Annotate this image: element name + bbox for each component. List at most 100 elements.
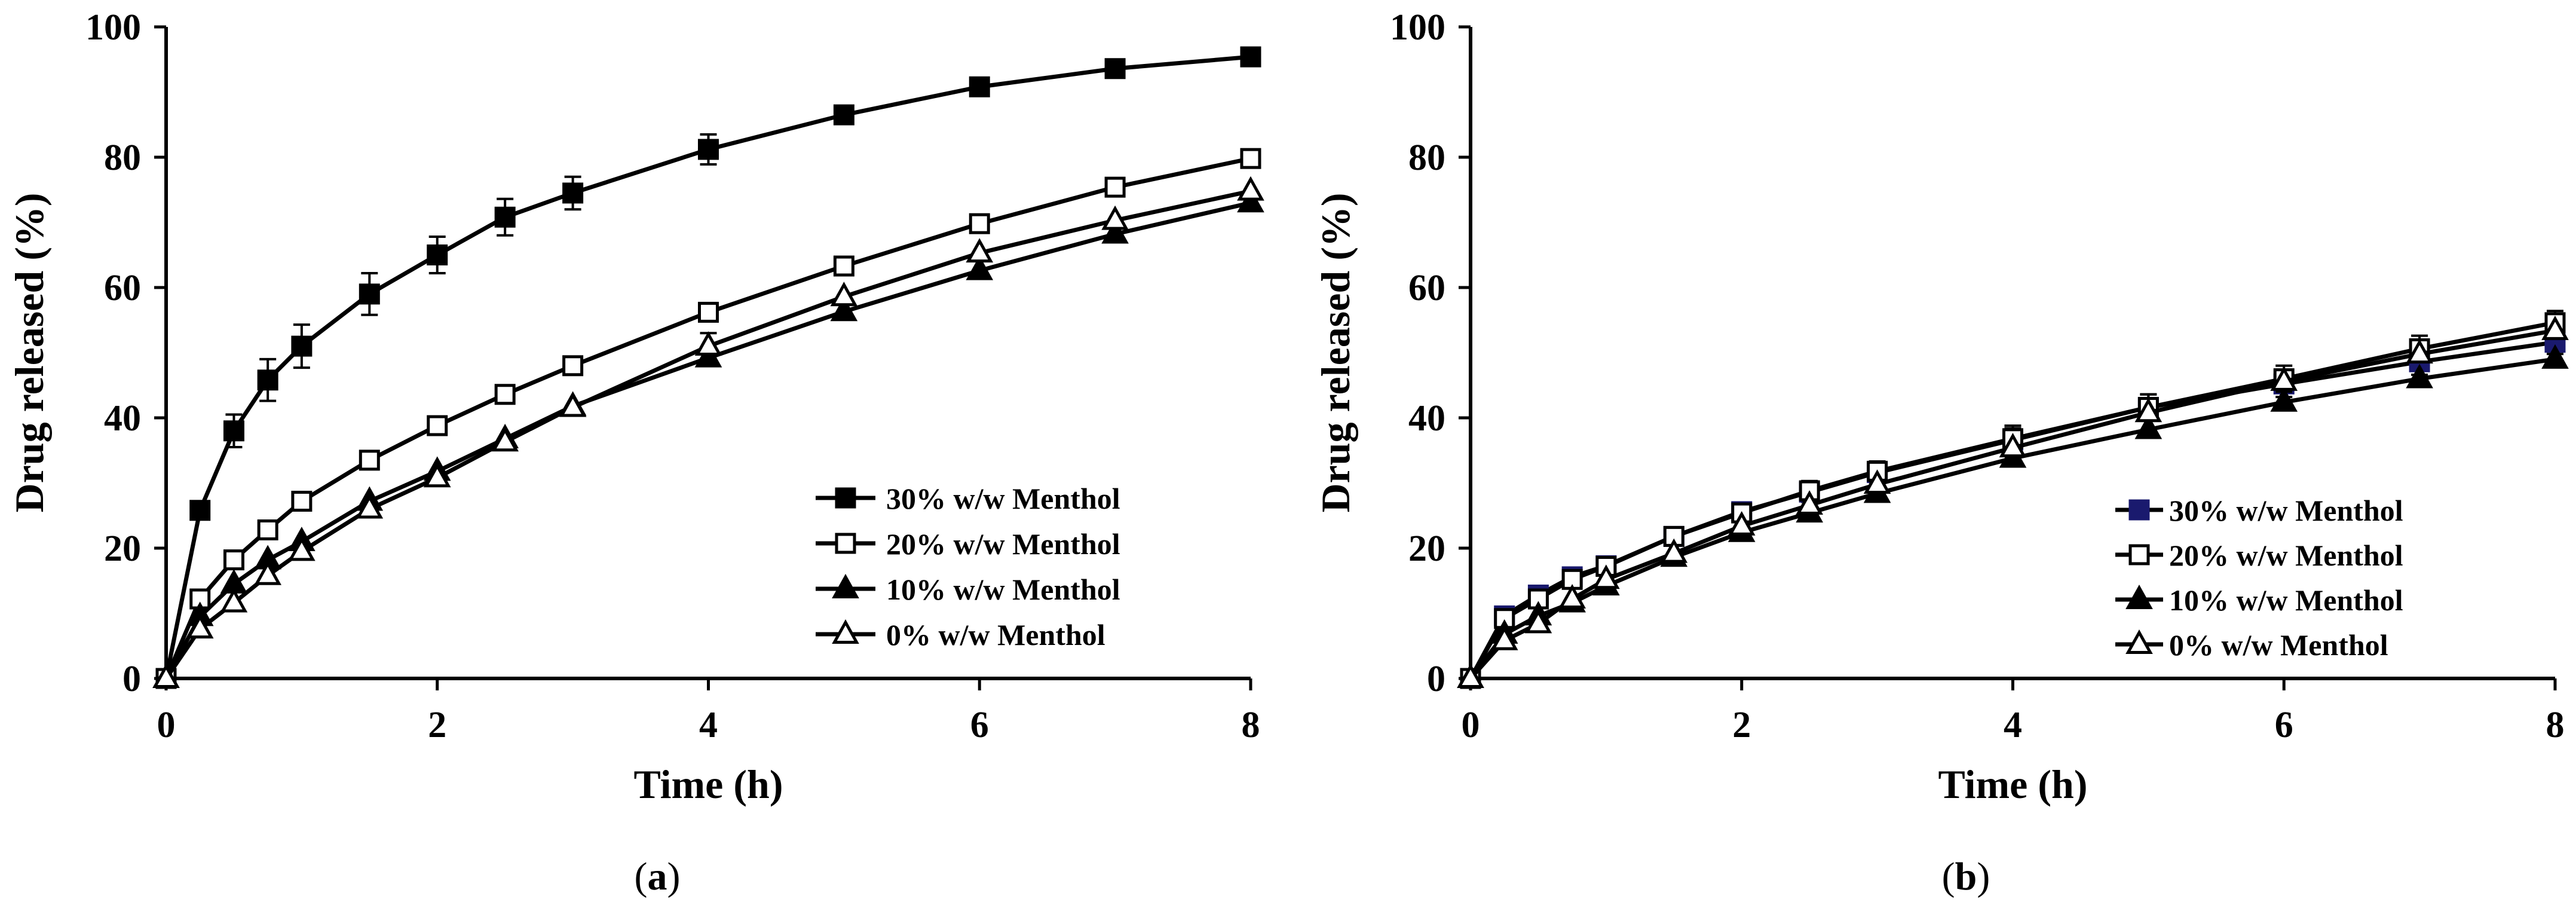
data-point (2134, 398, 2163, 423)
series-4 (152, 176, 1264, 688)
x-axis-title: Time (h) (634, 762, 783, 807)
legend-label: 10% w/w Menthol (886, 573, 1120, 606)
x-tick-label: 2 (428, 705, 446, 745)
legend-marker (832, 574, 859, 598)
y-tick-label: 100 (1390, 7, 1445, 48)
data-point (223, 420, 244, 442)
data-point (257, 519, 278, 540)
data-point (152, 664, 180, 688)
y-tick-label: 0 (1427, 659, 1445, 699)
data-point (359, 450, 380, 471)
y-tick-label: 60 (1408, 268, 1445, 308)
data-point (1104, 176, 1126, 198)
data-point (833, 255, 854, 277)
legend-marker (835, 487, 856, 509)
y-tick-label: 80 (104, 137, 141, 178)
data-point (698, 139, 719, 160)
data-point (2270, 366, 2298, 391)
data-point (257, 369, 278, 391)
data-point (1727, 510, 1756, 536)
legend-label: 0% w/w Menthol (886, 618, 1105, 652)
y-tick-label: 100 (85, 7, 141, 48)
legend-marker (835, 533, 856, 554)
series-2 (155, 148, 1261, 689)
data-point (966, 255, 994, 280)
y-tick-label: 20 (104, 528, 141, 569)
data-point (1101, 219, 1129, 244)
data-point (1863, 469, 1891, 494)
data-point (562, 355, 584, 377)
legend-label: 30% w/w Menthol (2169, 494, 2403, 527)
data-point (2541, 315, 2569, 340)
legend-label: 20% w/w Menthol (2169, 539, 2403, 572)
data-point (288, 536, 316, 561)
data-point (1240, 46, 1261, 68)
data-point (494, 384, 516, 405)
series-line (164, 200, 1251, 680)
data-point (291, 335, 313, 357)
data-point (494, 206, 516, 228)
data-point (220, 588, 248, 613)
data-point (2270, 387, 2298, 412)
y-tick-label: 40 (1408, 398, 1445, 439)
y-tick-label: 60 (104, 268, 141, 308)
data-point (223, 549, 244, 571)
x-tick-label: 4 (2004, 705, 2022, 745)
data-point (356, 494, 384, 519)
legend-marker (2125, 629, 2153, 654)
legend-label: 10% w/w Menthol (2169, 583, 2403, 617)
y-axis-title: Drug released (%) (1313, 192, 1358, 512)
x-tick-label: 4 (699, 705, 718, 745)
y-tick-label: 40 (104, 398, 141, 439)
data-point (1237, 188, 1264, 213)
data-point (359, 283, 380, 305)
legend-marker (2128, 499, 2150, 521)
series-3 (152, 188, 1264, 688)
data-point (694, 331, 722, 356)
y-tick-label: 20 (1408, 528, 1445, 569)
panel-caption: (b) (1942, 855, 1990, 898)
x-tick-label: 8 (1242, 705, 1260, 745)
data-point (1490, 625, 1518, 650)
data-point (969, 76, 990, 97)
legend-label: 0% w/w Menthol (2169, 628, 2388, 662)
x-axis-title: Time (h) (1938, 762, 2088, 807)
data-point (1104, 58, 1126, 80)
legend-marker (2128, 544, 2150, 565)
data-point (1660, 538, 1688, 563)
x-tick-label: 6 (970, 705, 989, 745)
data-point (966, 238, 994, 263)
series-1 (155, 46, 1261, 689)
data-point (1558, 584, 1586, 609)
x-tick-label: 8 (2546, 705, 2565, 745)
legend-label: 30% w/w Menthol (886, 482, 1120, 515)
y-tick-label: 0 (122, 659, 141, 699)
data-point (186, 614, 214, 639)
data-point (1999, 433, 2027, 458)
x-tick-label: 0 (1462, 705, 1480, 745)
data-point (1796, 490, 1824, 515)
legend-marker (2125, 585, 2153, 609)
legend-marker (832, 619, 859, 644)
data-point (1101, 205, 1129, 230)
y-tick-label: 80 (1408, 137, 1445, 178)
data-point (559, 392, 587, 417)
series-4 (1457, 315, 2569, 688)
data-point (1524, 609, 1552, 634)
data-point (2134, 414, 2163, 439)
x-tick-label: 6 (2275, 705, 2293, 745)
data-point (969, 213, 990, 234)
data-point (189, 500, 211, 521)
panel-caption: (a) (635, 855, 681, 898)
data-point (423, 463, 451, 488)
data-point (2406, 339, 2433, 364)
data-point (1592, 564, 1620, 589)
data-point (254, 560, 281, 585)
data-point (491, 427, 519, 452)
legend: 30% w/w Menthol 20% w/w Menthol 10% w/w Me… (816, 482, 1120, 652)
data-point (427, 244, 448, 265)
data-point (830, 296, 858, 322)
